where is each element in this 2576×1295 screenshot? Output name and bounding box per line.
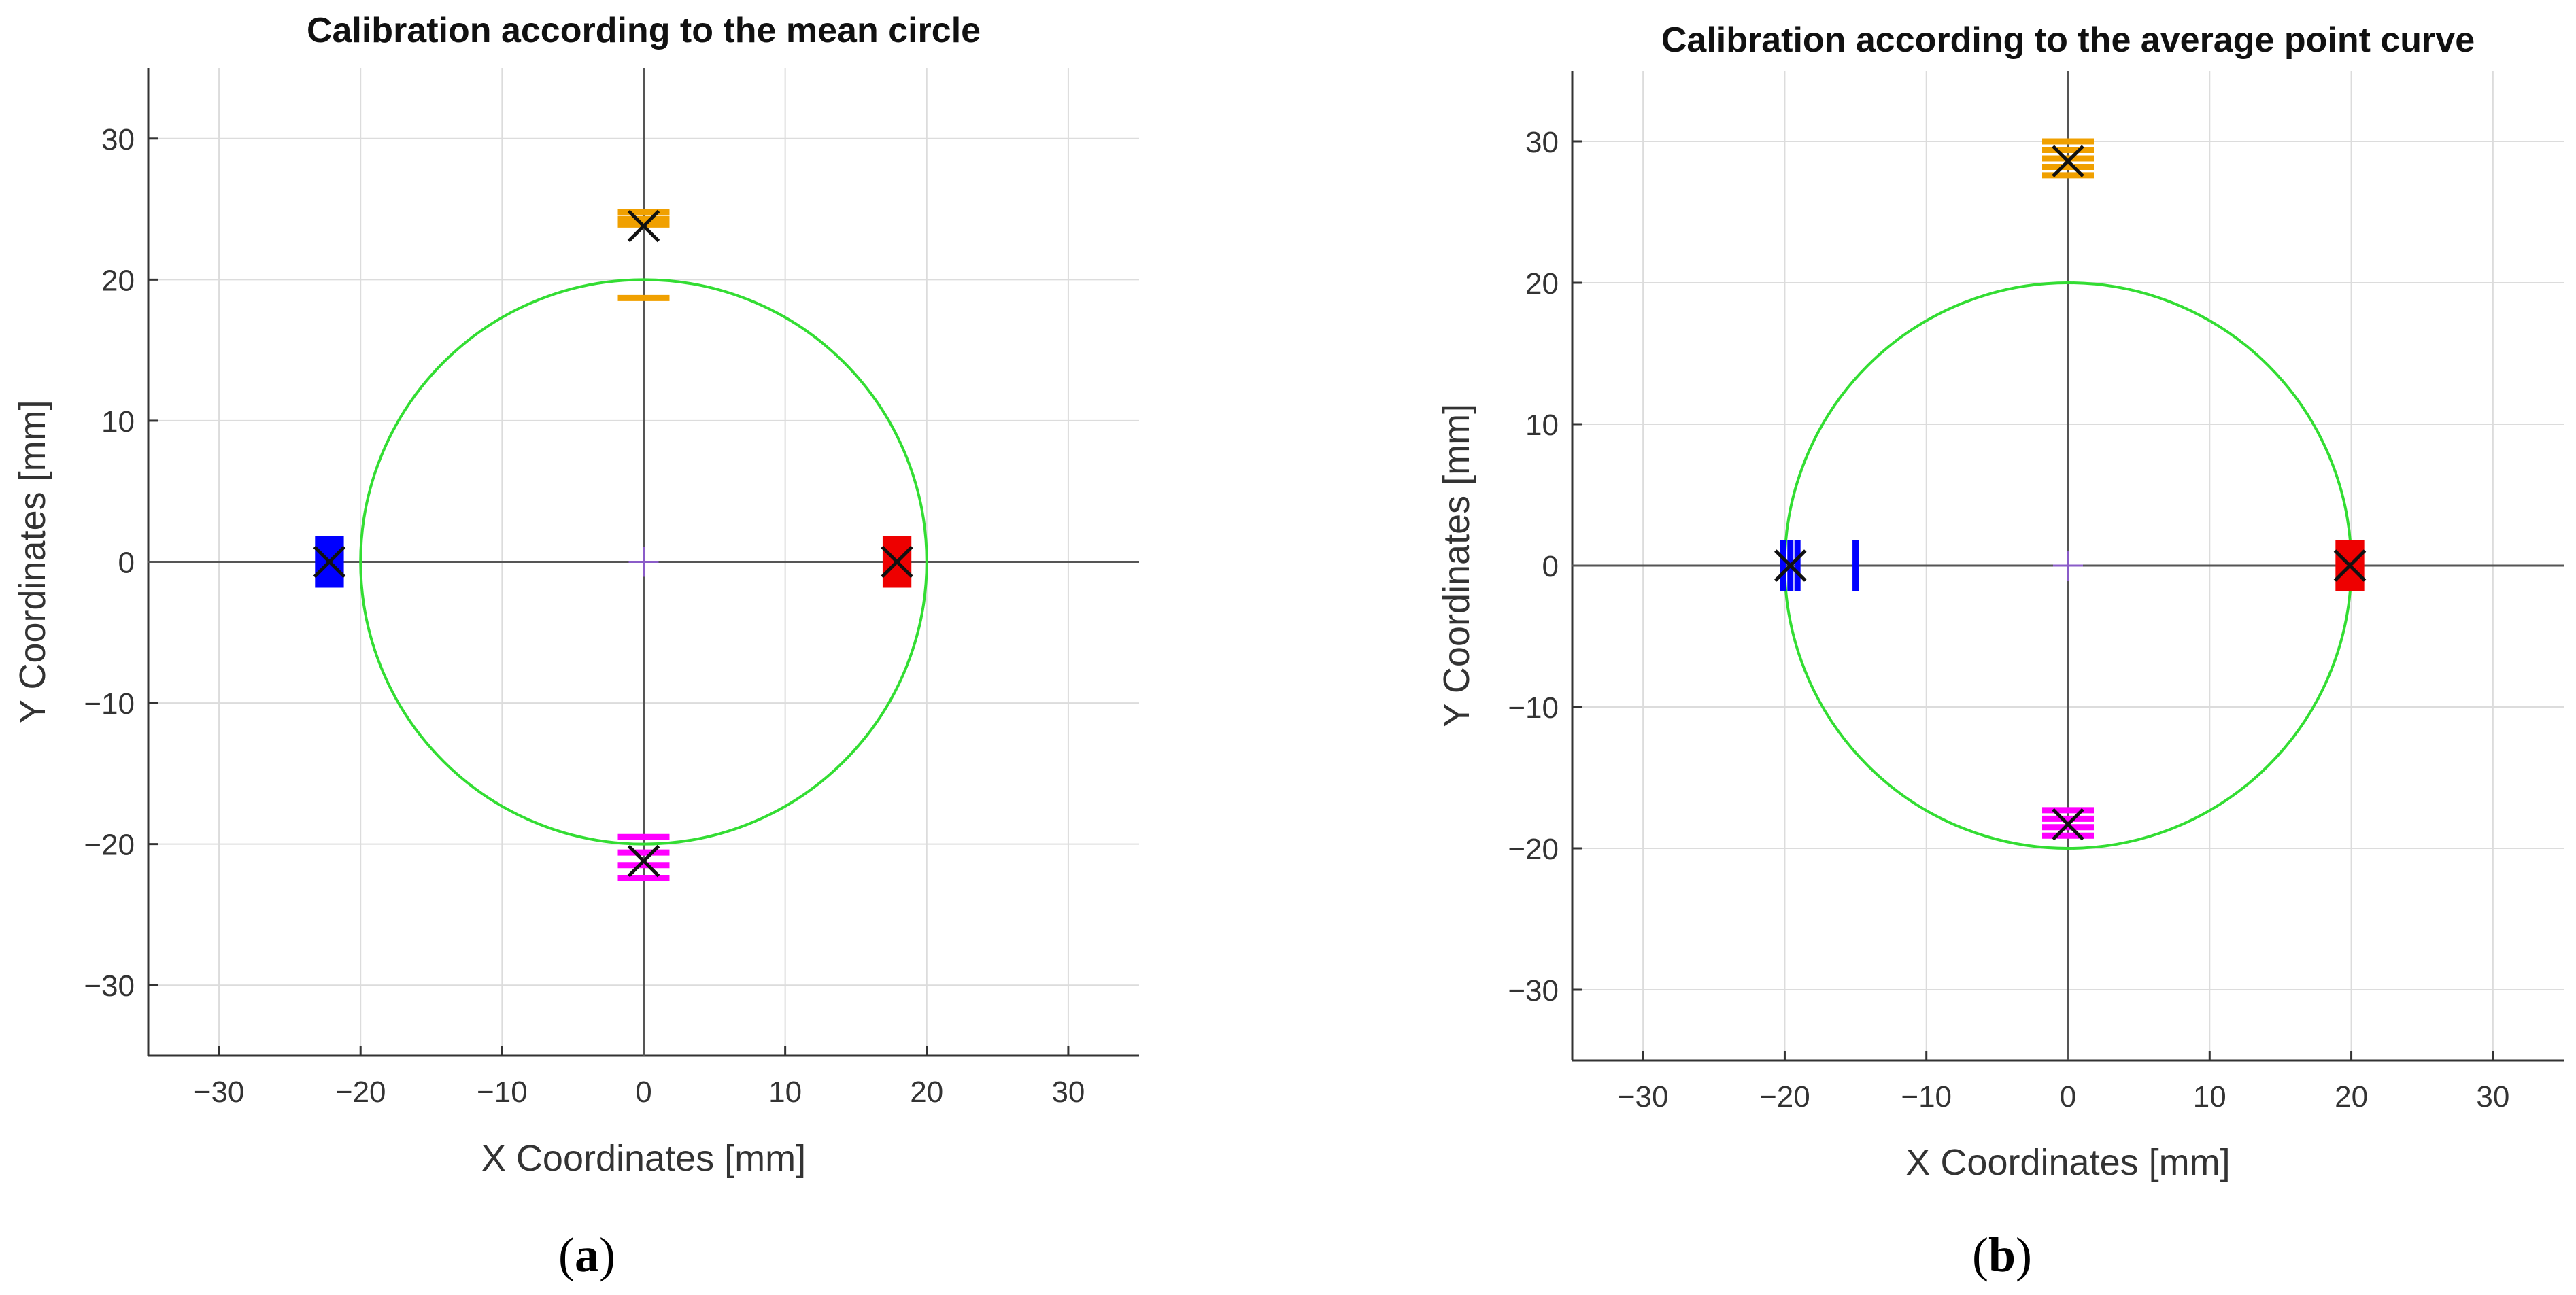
y-tick-label: 30 [1525,126,1559,159]
mean-marker-top [627,209,660,243]
x-tick-label: −10 [477,1075,528,1109]
mean-marker-bottom [2052,808,2084,841]
mean-marker-right [2333,549,2367,582]
x-tick-label: −10 [1901,1080,1952,1113]
x-tick-label: 10 [2193,1080,2226,1113]
caption-paren-close: ) [2016,1228,2032,1282]
x-tick-label: 0 [2060,1080,2076,1113]
caption-paren-open: ( [1972,1228,1988,1282]
caption-letter: a [575,1228,599,1282]
chart-title: Calibration according to the mean circle [307,11,981,50]
y-axis-label: Y Coordinates [mm] [1436,404,1477,727]
x-tick-label: 30 [2476,1080,2509,1113]
x-tick-label: 30 [1051,1075,1085,1109]
y-tick-label: 30 [101,123,135,156]
y-tick-label: −30 [84,969,135,1003]
x-tick-label: −30 [194,1075,245,1109]
mean-marker-left [1774,549,1807,582]
y-tick-label: −10 [84,687,135,721]
x-tick-label: −20 [335,1075,386,1109]
y-tick-label: 10 [1525,409,1559,442]
x-tick-label: 20 [910,1075,943,1109]
y-tick-label: 20 [101,264,135,297]
mean-marker-right [881,545,913,579]
y-axis-label: Y Coordinates [mm] [12,400,53,723]
mean-marker-left [313,545,346,579]
panel-a: −30 −20 −10 0 10 20 30 −30 −20 −10 0 10 20 30 Calibrat… [12,11,1139,1282]
caption-paren-close: ) [599,1228,615,1282]
mean-marker-top [2052,145,2084,177]
x-axis-label: X Coordinates [mm] [1905,1142,2230,1183]
reference-circle [359,278,928,846]
panel-b: −30 −20 −10 0 10 20 30 −30 −20 −10 0 10 20 30 Calibrat… [1436,20,2564,1282]
y-tick-label: 10 [101,405,135,438]
x-tick-label: 0 [635,1075,651,1109]
panel-caption: (a) [558,1228,615,1282]
y-tick-label: −30 [1508,974,1559,1007]
y-tick-label: 20 [1525,267,1559,300]
x-axis-label: X Coordinates [mm] [481,1138,806,1179]
x-tick-label: 20 [2335,1080,2368,1113]
chart-title: Calibration according to the average poi… [1661,20,2475,60]
panel-caption: (b) [1972,1228,2032,1282]
y-tick-label: 0 [1542,550,1559,583]
y-tick-label: −20 [1508,833,1559,866]
x-tick-label: −30 [1618,1080,1669,1113]
mean-marker-bottom [627,844,660,878]
x-tick-label: 10 [768,1075,802,1109]
y-tick-label: −10 [1508,691,1559,725]
x-tick-label: −20 [1759,1080,1810,1113]
y-tick-label: 0 [118,547,135,580]
caption-letter: b [1988,1228,2016,1282]
y-tick-label: −20 [84,829,135,862]
caption-paren-open: ( [558,1228,575,1282]
